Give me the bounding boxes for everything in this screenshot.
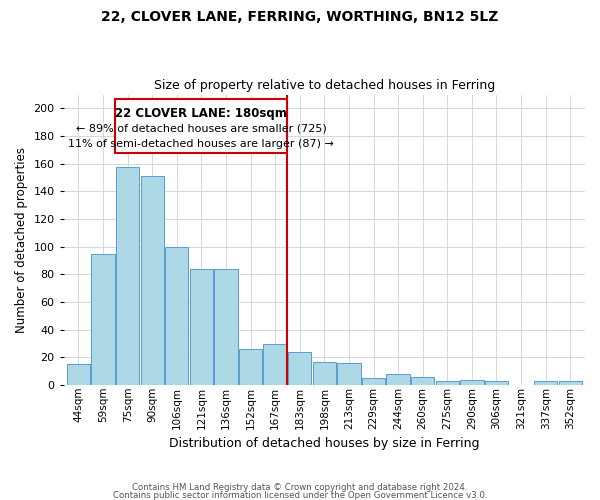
- Bar: [436, 381, 459, 385]
- Bar: [288, 352, 311, 385]
- Bar: [559, 381, 582, 385]
- Bar: [116, 166, 139, 385]
- Text: ← 89% of detached houses are smaller (725): ← 89% of detached houses are smaller (72…: [76, 124, 327, 134]
- FancyBboxPatch shape: [115, 98, 287, 152]
- Bar: [411, 377, 434, 385]
- Bar: [214, 269, 238, 385]
- Bar: [239, 349, 262, 385]
- Bar: [263, 344, 287, 385]
- Bar: [362, 378, 385, 385]
- Text: 22, CLOVER LANE, FERRING, WORTHING, BN12 5LZ: 22, CLOVER LANE, FERRING, WORTHING, BN12…: [101, 10, 499, 24]
- Text: Contains public sector information licensed under the Open Government Licence v3: Contains public sector information licen…: [113, 490, 487, 500]
- Bar: [140, 176, 164, 385]
- X-axis label: Distribution of detached houses by size in Ferring: Distribution of detached houses by size …: [169, 437, 479, 450]
- Bar: [165, 247, 188, 385]
- Bar: [534, 381, 557, 385]
- Title: Size of property relative to detached houses in Ferring: Size of property relative to detached ho…: [154, 79, 495, 92]
- Bar: [91, 254, 115, 385]
- Bar: [190, 269, 213, 385]
- Bar: [313, 362, 336, 385]
- Bar: [460, 380, 484, 385]
- Bar: [485, 381, 508, 385]
- Bar: [67, 364, 90, 385]
- Bar: [337, 363, 361, 385]
- Text: 22 CLOVER LANE: 180sqm: 22 CLOVER LANE: 180sqm: [115, 107, 287, 120]
- Text: Contains HM Land Registry data © Crown copyright and database right 2024.: Contains HM Land Registry data © Crown c…: [132, 484, 468, 492]
- Text: 11% of semi-detached houses are larger (87) →: 11% of semi-detached houses are larger (…: [68, 139, 334, 149]
- Bar: [386, 374, 410, 385]
- Y-axis label: Number of detached properties: Number of detached properties: [15, 147, 28, 333]
